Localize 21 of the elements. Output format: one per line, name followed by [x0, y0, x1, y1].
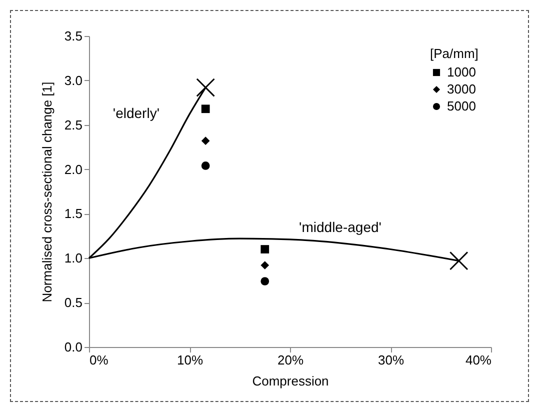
legend-label: 3000 [447, 82, 476, 96]
y-tick-label: 2.5 [64, 117, 82, 132]
series-label: 'elderly' [112, 105, 160, 122]
x-axis-title: Compression [252, 374, 329, 388]
y-tick-label: 0.0 [64, 340, 82, 354]
y-tick-label: 3.5 [64, 28, 82, 44]
x-tick-label: 10% [176, 352, 204, 368]
y-tick-label: 3.0 [64, 72, 82, 88]
x-tick-label: 30% [378, 352, 404, 368]
legend-label: 5000 [447, 98, 476, 114]
y-tick-label: 1.5 [64, 206, 82, 222]
x-tick-label: 20% [277, 352, 304, 368]
series-label: 'middle-aged' [299, 219, 382, 236]
legend-label: 1000 [447, 64, 476, 80]
y-tick-label: 2.0 [64, 162, 82, 177]
y-axis-title: Normalised cross-sectional change [1] [39, 82, 54, 302]
x-tick-label: 40% [465, 352, 492, 368]
x-tick-label: 0% [90, 352, 109, 368]
y-tick-label: 1.0 [64, 250, 82, 266]
legend-title: [Pa/mm] [430, 46, 478, 61]
y-tick-label: 0.5 [64, 295, 82, 310]
